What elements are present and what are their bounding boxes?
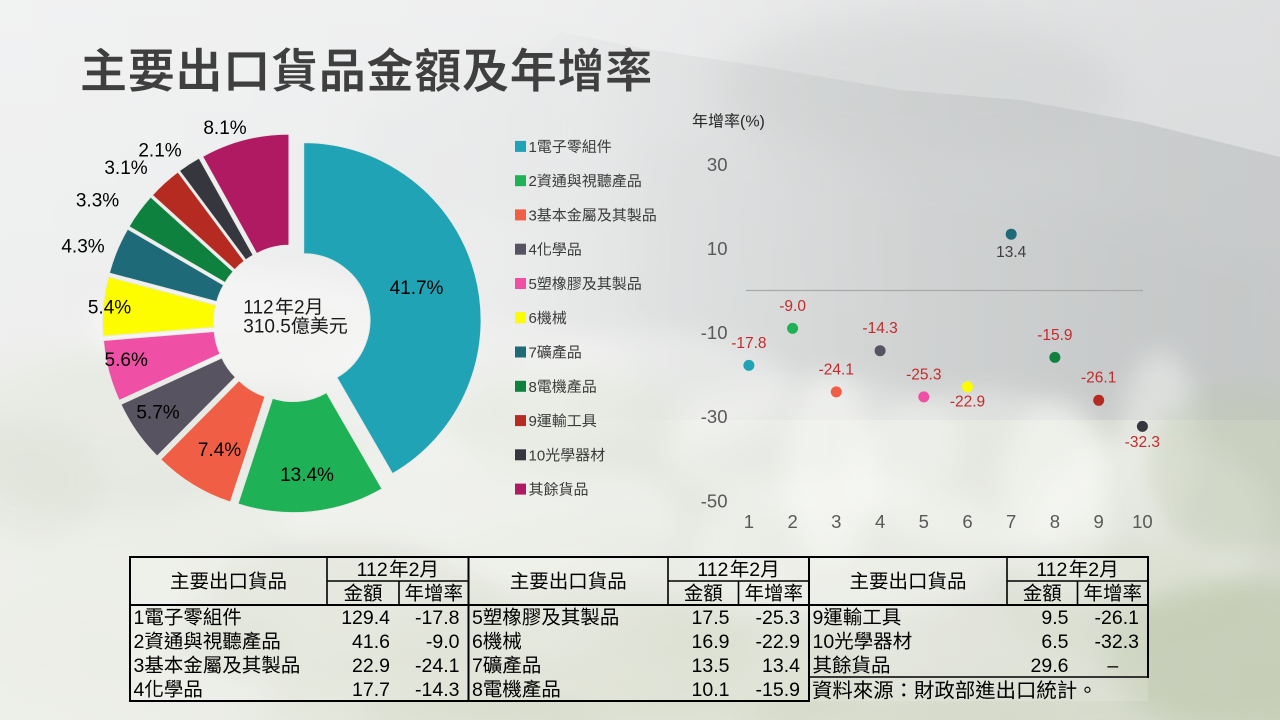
svg-text:4.3%: 4.3% — [61, 237, 104, 258]
svg-text:-26.1: -26.1 — [1095, 607, 1139, 629]
svg-text:-14.3: -14.3 — [415, 679, 459, 701]
svg-text:9.5: 9.5 — [1041, 607, 1068, 629]
svg-text:8: 8 — [472, 679, 483, 701]
svg-text:-15.9: -15.9 — [756, 679, 800, 701]
svg-text:-24.1: -24.1 — [415, 655, 459, 677]
svg-text:–: – — [1107, 655, 1118, 677]
svg-text:112: 112 — [1036, 559, 1067, 581]
svg-text:6: 6 — [472, 631, 483, 653]
svg-text:(%): (%) — [740, 114, 765, 131]
svg-text:10: 10 — [707, 238, 728, 259]
svg-text:3: 3 — [134, 655, 145, 677]
svg-text:17.7: 17.7 — [352, 679, 390, 701]
svg-text:10: 10 — [1132, 511, 1153, 532]
svg-text:-26.1: -26.1 — [1081, 370, 1116, 387]
svg-text:4: 4 — [134, 679, 145, 701]
svg-text:2: 2 — [1088, 559, 1099, 581]
svg-text:-17.8: -17.8 — [415, 607, 459, 629]
svg-text:-17.8: -17.8 — [731, 335, 766, 352]
svg-text:17.5: 17.5 — [692, 607, 730, 629]
svg-text:10.1: 10.1 — [692, 679, 730, 701]
svg-text:13.4: 13.4 — [762, 655, 800, 677]
svg-text:1: 1 — [744, 511, 754, 532]
svg-text:-24.1: -24.1 — [819, 361, 854, 378]
svg-text:310.5: 310.5 — [243, 317, 291, 338]
svg-text:-9.0: -9.0 — [779, 298, 806, 315]
svg-text:-10: -10 — [701, 322, 728, 343]
svg-text:7: 7 — [472, 655, 483, 677]
svg-text:-30: -30 — [701, 406, 728, 427]
svg-text:2: 2 — [294, 298, 305, 319]
svg-text:4: 4 — [529, 242, 537, 259]
svg-text:5: 5 — [472, 607, 483, 629]
svg-text:3: 3 — [831, 511, 841, 532]
svg-text:10: 10 — [813, 631, 835, 653]
svg-text:8.1%: 8.1% — [203, 118, 246, 139]
svg-text:41.7%: 41.7% — [390, 278, 444, 299]
svg-text:-14.3: -14.3 — [862, 320, 897, 337]
svg-text:30: 30 — [707, 154, 728, 175]
svg-text:112: 112 — [243, 298, 273, 319]
svg-text:6: 6 — [529, 310, 537, 327]
svg-text:9: 9 — [813, 607, 824, 629]
svg-text:6.5: 6.5 — [1041, 631, 1068, 653]
svg-text:4: 4 — [875, 511, 885, 532]
svg-text:5.6%: 5.6% — [105, 350, 148, 371]
svg-text:5.4%: 5.4% — [88, 298, 131, 319]
svg-text:9: 9 — [1094, 511, 1104, 532]
svg-text:112: 112 — [357, 559, 388, 581]
svg-text:-25.3: -25.3 — [906, 366, 941, 383]
svg-text:1: 1 — [529, 139, 537, 156]
svg-text:7: 7 — [529, 345, 537, 362]
svg-text:7: 7 — [1006, 511, 1016, 532]
svg-text:3.3%: 3.3% — [76, 191, 119, 212]
svg-text:2.1%: 2.1% — [138, 141, 181, 162]
svg-text:1: 1 — [134, 607, 145, 629]
svg-text:2: 2 — [529, 173, 537, 190]
svg-text:-9.0: -9.0 — [426, 631, 460, 653]
svg-text:-32.3: -32.3 — [1125, 434, 1160, 451]
svg-text:22.9: 22.9 — [352, 655, 390, 677]
svg-text:5: 5 — [919, 511, 929, 532]
svg-text:7.4%: 7.4% — [198, 440, 241, 461]
svg-text:2: 2 — [787, 511, 797, 532]
svg-text:2: 2 — [749, 559, 760, 581]
svg-text:-32.3: -32.3 — [1095, 631, 1139, 653]
svg-text:3.1%: 3.1% — [104, 158, 147, 179]
svg-text:-22.9: -22.9 — [950, 394, 985, 411]
svg-text:-25.3: -25.3 — [756, 607, 800, 629]
svg-text:2: 2 — [409, 559, 420, 581]
svg-text:29.6: 29.6 — [1031, 655, 1069, 677]
svg-text:9: 9 — [529, 413, 537, 430]
svg-text:112: 112 — [697, 559, 728, 581]
svg-text:129.4: 129.4 — [341, 607, 390, 629]
svg-text:8: 8 — [529, 379, 537, 396]
svg-text:41.6: 41.6 — [352, 631, 390, 653]
svg-text:-15.9: -15.9 — [1037, 327, 1072, 344]
svg-text:2: 2 — [134, 631, 145, 653]
svg-text:3: 3 — [529, 207, 537, 224]
svg-text:5: 5 — [529, 276, 537, 293]
svg-text:-22.9: -22.9 — [756, 631, 800, 653]
svg-text:13.5: 13.5 — [692, 655, 730, 677]
svg-text:13.4%: 13.4% — [280, 465, 334, 486]
svg-text:16.9: 16.9 — [692, 631, 730, 653]
svg-text:13.4: 13.4 — [996, 244, 1027, 261]
svg-text:8: 8 — [1050, 511, 1060, 532]
svg-text:10: 10 — [529, 447, 546, 464]
svg-text:5.7%: 5.7% — [136, 403, 179, 424]
svg-text:-50: -50 — [701, 490, 728, 511]
svg-text:6: 6 — [962, 511, 972, 532]
